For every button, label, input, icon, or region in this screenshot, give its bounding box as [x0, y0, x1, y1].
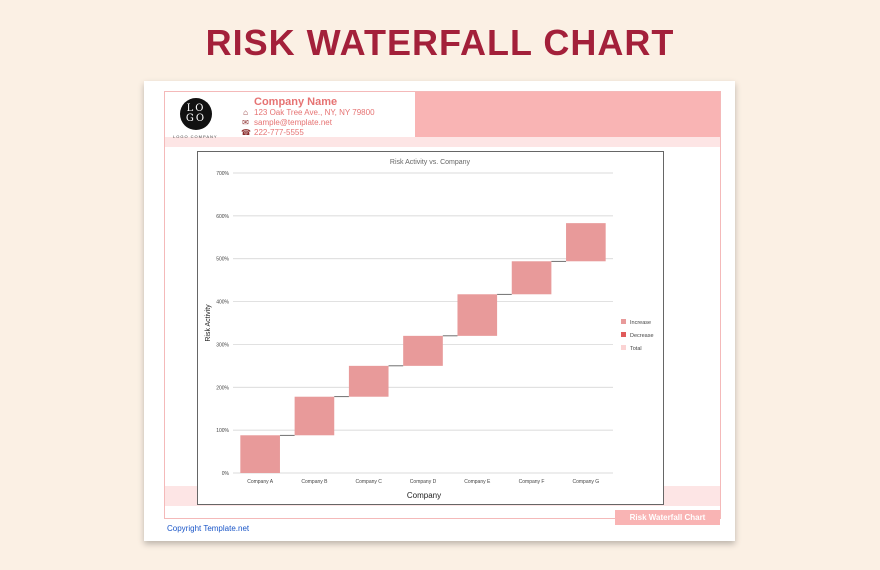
waterfall-bar: [511, 261, 552, 295]
logo-text-top: LO: [186, 103, 206, 114]
y-tick-label: 100%: [216, 428, 229, 434]
logo: LO GO: [180, 98, 212, 130]
copyright-link[interactable]: Copyright Template.net: [167, 524, 250, 533]
header-divider: [165, 137, 720, 147]
address-text: 123 Oak Tree Ave., NY, NY 79800: [254, 108, 375, 117]
x-tick-label: Company C: [356, 479, 383, 485]
x-tick-label: Company A: [247, 479, 274, 485]
document-frame: LO GO LOGO COMPANY Company Name ⌂ 123 Oak…: [164, 91, 721, 525]
legend-swatch-decrease: [621, 332, 626, 337]
waterfall-bar: [240, 435, 280, 473]
email-text: sample@template.net: [254, 118, 332, 127]
waterfall-bar: [566, 223, 606, 262]
waterfall-bar: [348, 365, 389, 397]
y-tick-label: 600%: [216, 214, 229, 220]
waterfall-bar: [294, 396, 335, 436]
x-tick-label: Company E: [464, 479, 491, 485]
legend-swatch-increase: [621, 319, 626, 324]
legend-label-total: Total: [630, 346, 642, 352]
y-axis-label: Risk Activity: [205, 304, 212, 342]
email-row: ✉ sample@template.net: [241, 118, 332, 127]
y-tick-label: 500%: [216, 257, 229, 263]
y-tick-label: 700%: [216, 171, 229, 177]
logo-subtitle: LOGO COMPANY: [173, 134, 218, 139]
x-tick-label: Company F: [519, 479, 545, 485]
company-name: Company Name: [254, 96, 338, 108]
y-tick-label: 300%: [216, 342, 229, 348]
x-tick-label: Company G: [573, 479, 600, 485]
header-band: [415, 92, 720, 137]
x-tick-label: Company B: [301, 479, 328, 485]
chart-container: Risk Activity vs. Company Company Risk A…: [197, 151, 664, 505]
phone-text: 222-777-5555: [254, 128, 304, 137]
legend-swatch-total: [621, 345, 626, 350]
phone-row: ☎ 222-777-5555: [241, 128, 304, 137]
y-tick-label: 400%: [216, 300, 229, 306]
waterfall-bar: [457, 294, 498, 336]
footer-badge: Risk Waterfall Chart: [615, 510, 720, 525]
waterfall-chart: Risk Activity vs. Company Company Risk A…: [205, 159, 654, 500]
legend-label-decrease: Decrease: [630, 333, 654, 339]
document-sheet: LO GO LOGO COMPANY Company Name ⌂ 123 Oak…: [144, 81, 735, 541]
x-tick-label: Company D: [410, 479, 437, 485]
y-tick-label: 0%: [222, 471, 230, 477]
logo-text-bottom: GO: [185, 113, 207, 124]
home-icon: ⌂: [243, 108, 248, 117]
waterfall-bar: [403, 335, 443, 366]
address-row: ⌂ 123 Oak Tree Ave., NY, NY 79800: [241, 108, 375, 117]
mail-icon: ✉: [242, 118, 249, 127]
y-tick-label: 200%: [216, 385, 229, 391]
legend-label-increase: Increase: [630, 320, 651, 326]
x-axis-label: Company: [407, 491, 441, 500]
page-title: RISK WATERFALL CHART: [205, 22, 675, 63]
chart-title: Risk Activity vs. Company: [390, 159, 471, 166]
phone-icon: ☎: [241, 128, 251, 137]
